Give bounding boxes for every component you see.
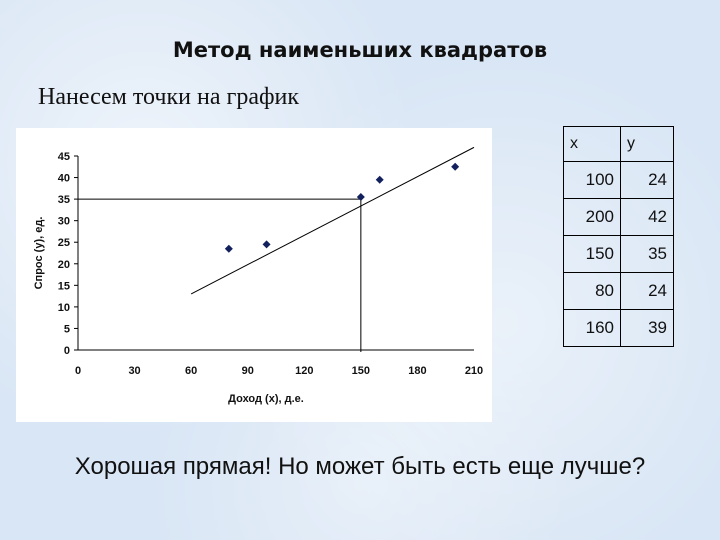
x-tick-label: 30 — [128, 365, 140, 377]
y-tick-label: 20 — [58, 259, 70, 271]
y-axis-title: Спрос (y), ед. — [33, 217, 45, 290]
y-tick-label: 25 — [58, 237, 70, 249]
table-header-x: x — [563, 126, 621, 162]
chart-svg: 0 5 10 15 20 25 30 35 40 45 0 30 60 90 120 150 180 210 Дох… — [33, 146, 483, 405]
table-cell-x: 200 — [563, 198, 621, 236]
table-header-row: x y — [563, 126, 674, 162]
table-cell-y: 24 — [620, 272, 674, 310]
y-tick-label: 45 — [58, 151, 70, 163]
data-point — [224, 244, 233, 253]
table-row: 150 35 — [563, 235, 674, 273]
y-tick-label: 0 — [64, 345, 70, 357]
slide-title: Метод наименьших квадратов — [172, 38, 548, 62]
slide-subtitle: Нанесем точки на график — [38, 84, 300, 110]
table-cell-y: 24 — [620, 161, 674, 199]
y-tick-label: 40 — [58, 173, 70, 185]
scatter-chart: 0 5 10 15 20 25 30 35 40 45 0 30 60 90 120 150 180 210 Дох… — [16, 128, 492, 422]
x-tick-label: 90 — [242, 365, 254, 377]
table-cell-y: 35 — [620, 235, 674, 273]
footer-text: Хорошая прямая! Но может быть есть еще л… — [74, 453, 646, 480]
y-tick-label: 10 — [58, 302, 70, 314]
table-row: 100 24 — [563, 161, 674, 199]
x-axis-title: Доход (x), д.е. — [228, 393, 304, 405]
x-tick-label: 0 — [75, 365, 81, 377]
data-table: x y 100 24 200 42 150 35 80 24 160 39 — [563, 126, 674, 347]
y-tick-label: 35 — [58, 194, 70, 206]
table-cell-x: 100 — [563, 161, 621, 199]
data-point — [375, 175, 384, 184]
fit-line — [190, 146, 475, 295]
x-tick-label: 150 — [352, 365, 370, 377]
data-point — [262, 240, 271, 249]
y-tick-label: 30 — [58, 216, 70, 228]
table-cell-y: 39 — [620, 309, 674, 347]
table-cell-x: 80 — [563, 272, 621, 310]
table-cell-x: 150 — [563, 235, 621, 273]
y-tick-label: 15 — [58, 280, 70, 292]
table-row: 80 24 — [563, 272, 674, 310]
table-cell-x: 160 — [563, 309, 621, 347]
x-tick-label: 180 — [408, 365, 426, 377]
table-cell-y: 42 — [620, 198, 674, 236]
x-tick-label: 120 — [295, 365, 313, 377]
table-row: 160 39 — [563, 309, 674, 347]
table-header-y: y — [620, 126, 674, 162]
data-point — [451, 162, 460, 171]
x-tick-label: 210 — [465, 365, 483, 377]
data-point — [356, 192, 365, 201]
x-tick-label: 60 — [185, 365, 197, 377]
table-row: 200 42 — [563, 198, 674, 236]
y-tick-label: 5 — [64, 323, 70, 335]
